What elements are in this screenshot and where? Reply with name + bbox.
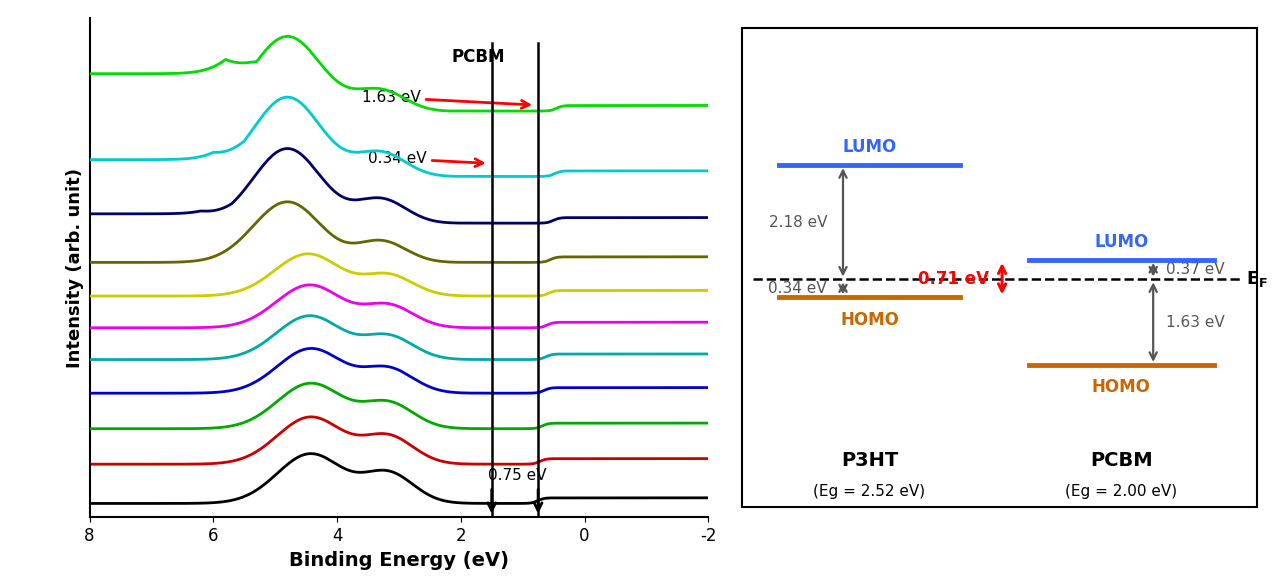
Text: 1.63 eV: 1.63 eV	[362, 90, 529, 108]
Text: LUMO: LUMO	[1094, 232, 1148, 250]
Text: HOMO: HOMO	[840, 310, 899, 329]
Text: 1.63 eV: 1.63 eV	[1166, 315, 1225, 330]
Y-axis label: Intensity (arb. unit): Intensity (arb. unit)	[67, 168, 84, 368]
Text: HOMO: HOMO	[1092, 378, 1151, 396]
Text: $\mathbf{E_F}$: $\mathbf{E_F}$	[1245, 269, 1268, 289]
Text: 2.18 eV: 2.18 eV	[768, 215, 827, 230]
Text: 0.75 eV: 0.75 eV	[489, 468, 547, 483]
Text: 0.34 eV: 0.34 eV	[367, 151, 483, 166]
Text: PCBM: PCBM	[452, 48, 506, 65]
Text: LUMO: LUMO	[842, 138, 896, 156]
Bar	[742, 28, 1257, 507]
Text: (Eg = 2.52 eV): (Eg = 2.52 eV)	[814, 484, 925, 499]
Text: (Eg = 2.00 eV): (Eg = 2.00 eV)	[1065, 484, 1178, 499]
Text: 0.34 eV: 0.34 eV	[768, 281, 827, 296]
Text: 0.37 eV: 0.37 eV	[1166, 262, 1225, 278]
Text: P3HT: P3HT	[841, 451, 899, 470]
X-axis label: Binding Energy (eV): Binding Energy (eV)	[289, 551, 509, 570]
Text: PCBM: PCBM	[1091, 451, 1153, 470]
Text: 0.71 eV: 0.71 eV	[918, 270, 989, 288]
